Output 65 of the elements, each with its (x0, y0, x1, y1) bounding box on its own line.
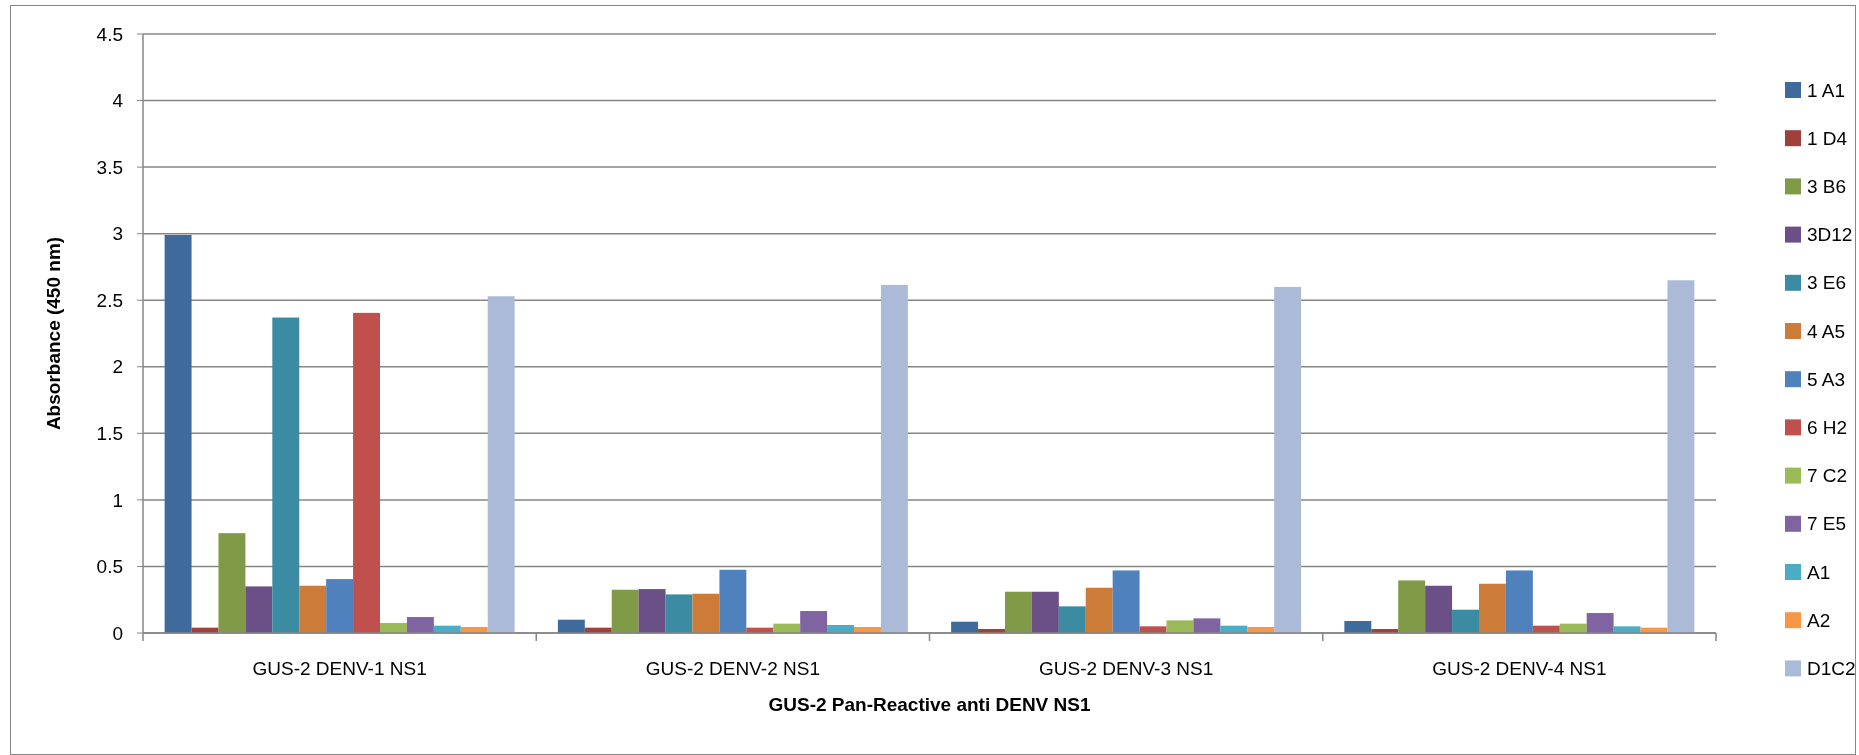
bar (1425, 585, 1453, 633)
bar (272, 317, 300, 633)
bar (611, 589, 639, 633)
bar (1667, 280, 1695, 633)
legend-label: D1C2 (1807, 658, 1856, 680)
y-axis-title: Absorbance (450 nm) (43, 236, 64, 431)
x-tick-label: GUS-2 DENV-3 NS1 (1039, 658, 1214, 679)
y-tick-label: 2 (112, 356, 123, 378)
y-tick-label: 0.5 (96, 556, 123, 578)
legend-label: 6 H2 (1807, 417, 1848, 439)
legend-label: 7 E5 (1807, 513, 1847, 535)
legend-label: 3 B6 (1807, 176, 1847, 198)
bar (800, 611, 828, 633)
y-tick-label: 3.5 (96, 156, 123, 178)
legend-label: 4 A5 (1807, 320, 1846, 342)
y-tick-label: 3 (112, 223, 123, 245)
bar (719, 569, 747, 633)
bar (1274, 286, 1302, 633)
bar (1058, 606, 1086, 633)
legend-label: 7 C2 (1807, 465, 1848, 487)
x-axis-title: GUS-2 Pan-Reactive anti DENV NS1 (768, 694, 1091, 715)
bar (299, 585, 327, 633)
bar (1139, 626, 1167, 633)
y-tick-label: 2.5 (96, 289, 123, 311)
bar (638, 589, 666, 633)
bar (218, 533, 246, 633)
y-tick-label: 1 (112, 489, 123, 511)
bar (380, 623, 407, 633)
bar (1586, 613, 1614, 633)
bar (665, 594, 693, 633)
bar (1193, 618, 1221, 633)
y-tick-label: 0 (112, 622, 123, 644)
bar (353, 312, 381, 633)
bar (1478, 583, 1506, 633)
bar (1004, 591, 1032, 633)
bar (557, 619, 585, 633)
bar (1505, 570, 1533, 633)
bar (1085, 587, 1113, 633)
legend-label: 3D12 (1807, 224, 1853, 246)
bar (880, 284, 908, 633)
x-tick-label: GUS-2 DENV-1 NS1 (252, 658, 427, 679)
bar (1112, 570, 1140, 633)
bar (1031, 591, 1059, 633)
bar (1398, 580, 1426, 633)
bar (1452, 609, 1479, 633)
bar (692, 593, 720, 633)
bar (326, 579, 354, 633)
y-tick-label: 4 (112, 90, 124, 112)
legend-label: A1 (1807, 561, 1831, 583)
x-tick-label: GUS-2 DENV-2 NS1 (645, 658, 820, 679)
legend-label: 3 E6 (1807, 272, 1847, 294)
x-tick-label: GUS-2 DENV-4 NS1 (1432, 658, 1607, 679)
bar (406, 617, 434, 633)
bar (1166, 620, 1194, 633)
legend-label: A2 (1807, 609, 1831, 631)
bar (164, 235, 192, 633)
bar (487, 296, 515, 633)
legend-label: 1 A1 (1807, 79, 1846, 101)
bar (1344, 621, 1372, 633)
y-tick-label: 1.5 (96, 422, 123, 444)
bar (245, 586, 273, 633)
y-tick-label: 4.5 (96, 23, 123, 45)
bar (1613, 626, 1641, 633)
legend-label: 5 A3 (1807, 368, 1846, 390)
legend-label: 1 D4 (1807, 127, 1848, 149)
